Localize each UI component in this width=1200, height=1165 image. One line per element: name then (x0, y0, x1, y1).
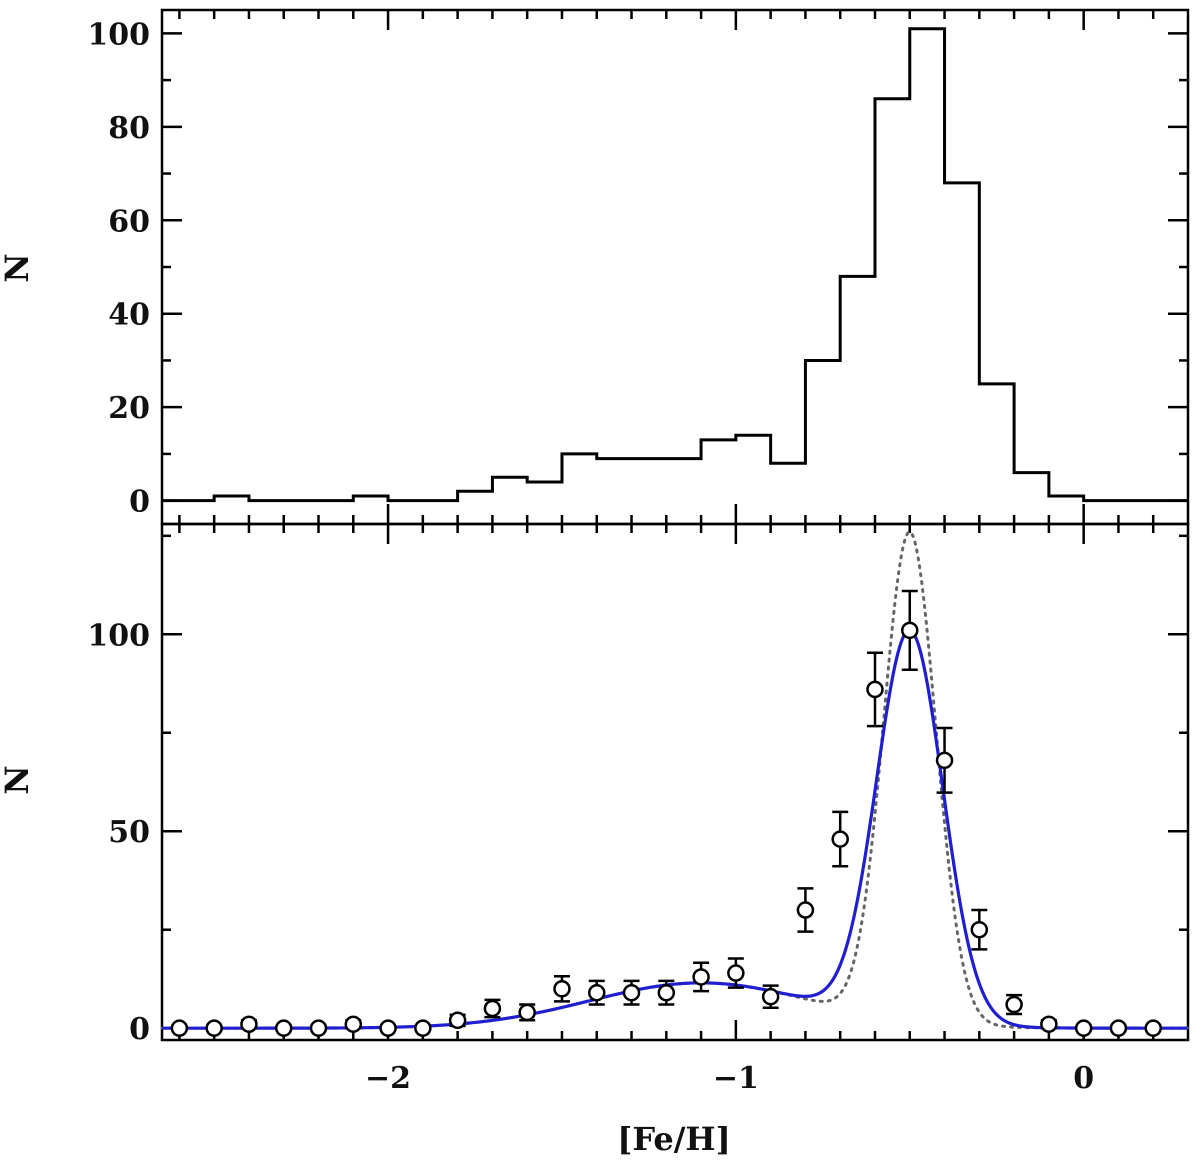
data-point (1144, 1019, 1162, 1037)
data-point (1074, 1019, 1093, 1037)
data-point (622, 983, 641, 1002)
data-point (831, 830, 849, 848)
data-point (692, 968, 710, 986)
data-point (205, 1019, 223, 1037)
bottom-y-axis-label: N (0, 765, 36, 794)
top-y-tick-label: 20 (108, 391, 150, 426)
top-panel: 0 20 40 60 80 100 (87, 8, 1190, 526)
data-point (1040, 1015, 1058, 1033)
top-y-tick-label: 100 (87, 17, 150, 52)
dotted-model-curve (160, 530, 1189, 1030)
data-point (448, 1011, 467, 1030)
histogram-steps (162, 27, 1188, 503)
data-point (935, 751, 954, 770)
data-point (379, 1019, 397, 1037)
x-axis-label: [Fe/H] (617, 1120, 731, 1158)
top-y-tick-label: 40 (108, 298, 150, 333)
x-tick-label: −1 (713, 1061, 759, 1096)
data-point (483, 999, 502, 1018)
bottom-panel: 0 50 100 −2 −1 0 (87, 522, 1190, 1096)
top-y-tick-label: 0 (129, 485, 150, 520)
data-point (414, 1019, 432, 1037)
data-point (587, 983, 606, 1002)
bottom-y-tick-label: 50 (108, 815, 150, 850)
data-point (970, 920, 989, 939)
data-point (274, 1019, 293, 1037)
top-y-axis-label: N (0, 253, 36, 282)
data-point (170, 1019, 189, 1037)
bottom-y-tick-label: 100 (87, 618, 150, 653)
data-point (901, 621, 919, 640)
data-point (344, 1015, 363, 1033)
x-tick-label: −2 (365, 1061, 411, 1096)
data-point (866, 680, 884, 699)
top-y-tick-label: 60 (108, 204, 150, 239)
data-point (657, 983, 676, 1002)
data-point (518, 1003, 536, 1022)
data-point (761, 987, 780, 1006)
x-tick-label: 0 (1073, 1061, 1094, 1096)
data-point (309, 1019, 328, 1037)
gaussian-fit-curve (162, 628, 1188, 1030)
data-point (1005, 995, 1023, 1014)
data-point (727, 964, 745, 982)
bottom-y-tick-label: 0 (129, 1012, 150, 1047)
data-point (240, 1015, 258, 1033)
top-y-tick-label: 80 (108, 111, 150, 146)
top-plot-frame (160, 8, 1190, 526)
bottom-plot-frame (160, 522, 1190, 1042)
data-point (553, 980, 571, 998)
data-point (1109, 1019, 1128, 1037)
data-point (796, 901, 815, 919)
